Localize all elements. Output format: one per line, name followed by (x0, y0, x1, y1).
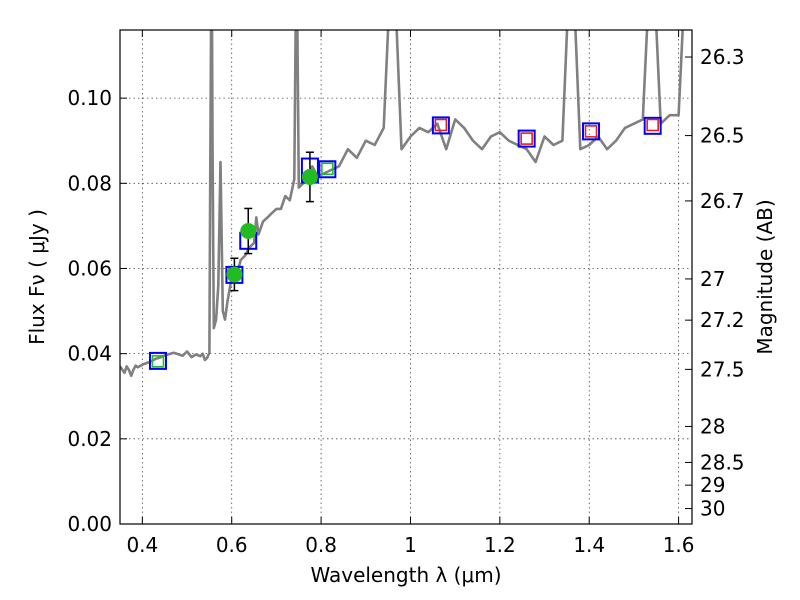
series-layer (120, 30, 684, 378)
photometry-box-marker (517, 129, 536, 148)
y-axis-label: Flux Fν ( μJy ) (25, 209, 49, 345)
x-tick-label: 1.6 (663, 533, 695, 557)
y2-tick-label: 26.3 (700, 45, 745, 69)
observed-flux-point (226, 266, 243, 283)
observed-flux-point (301, 168, 318, 185)
photometry-box-marker (434, 118, 448, 132)
y-tick-label: 0.02 (67, 427, 112, 451)
y2-tick-label: 29 (700, 473, 725, 497)
y2-tick-label: 26.7 (700, 189, 745, 213)
x-axis-label: Wavelength λ (μm) (310, 563, 501, 587)
y2-tick-label: 26.5 (700, 124, 745, 148)
photometry-box-marker (584, 125, 598, 138)
y-tick-label: 0.04 (67, 342, 112, 366)
x-tick-label: 1 (404, 533, 417, 557)
photometry-box-marker (646, 118, 659, 132)
y-tick-label: 0.10 (67, 86, 112, 110)
photometry-box-marker (318, 160, 337, 179)
y-tick-label: 0.06 (67, 256, 112, 280)
plot-background (120, 30, 692, 524)
y2-tick-label: 27.5 (700, 357, 745, 381)
marker-layer (148, 116, 662, 370)
photometry-box-marker (151, 355, 165, 368)
x-tick-label: 0.6 (216, 533, 248, 557)
x-tick-label: 0.8 (305, 533, 337, 557)
x-tick-label: 1.4 (573, 533, 605, 557)
observed-flux-point (240, 223, 257, 240)
y2-axis-label: Magnitude (AB) (753, 199, 777, 354)
spectrum-line (120, 30, 684, 378)
tick-layer: 0.4 0.6 0.8 1 1.2 1.4 1.6 0.00 0.02 0.04 0.06 0.08 0… (67, 30, 745, 557)
y-tick-label: 0.08 (67, 171, 112, 195)
photometry-box-marker (321, 162, 334, 176)
x-tick-label: 1.2 (484, 533, 516, 557)
photometry-box-marker (520, 132, 533, 145)
y2-tick-label: 30 (700, 497, 725, 521)
photometry-box-marker (643, 116, 662, 135)
photometry-box-marker (431, 116, 450, 135)
plot-frame (119, 29, 693, 525)
x-tick-label: 0.4 (126, 533, 158, 557)
y2-tick-label: 27.2 (700, 308, 745, 332)
y2-tick-label: 28.5 (700, 450, 745, 474)
y2-tick-label: 27 (700, 267, 725, 291)
y-tick-label: 0.00 (67, 512, 112, 536)
photometry-box-marker (582, 122, 601, 141)
y2-tick-label: 28 (700, 414, 725, 438)
photometry-box-marker (148, 351, 167, 370)
